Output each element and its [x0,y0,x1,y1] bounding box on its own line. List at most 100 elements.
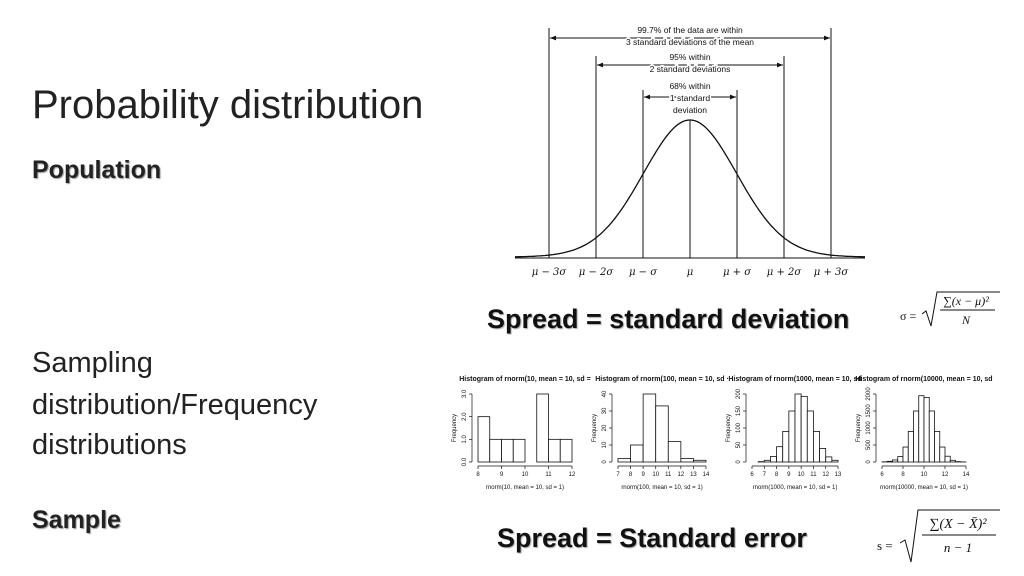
histogram-bar [693,459,707,463]
histogram: Histogram of rnorm(10000, mean = 10, sd r… [855,376,992,491]
histogram-title: Histogram of rnorm(10000, mean = 10, sd [855,376,992,383]
histogram-bar [477,416,491,463]
y-tick-label: 150 [736,405,742,416]
y-tick-label: 10 [602,441,608,448]
y-tick-label: 20 [602,424,608,431]
range-annotation: deviation [673,105,707,115]
histogram-bar [489,438,502,463]
slide-title: Probability distribution [32,83,423,127]
histogram-bar [770,456,777,463]
sampling-line: distributions [32,429,187,461]
y-tick-label: 1.0 [462,435,468,444]
histogram-bar [944,455,951,463]
x-tick-label: 12 [569,472,576,478]
x-axis-label: rnorm(10, mean = 10, sd = 1) [486,485,564,491]
sqrt-sign [899,509,1000,563]
histogram-bar [680,458,694,463]
x-tick-label: 8 [629,472,633,478]
x-tick-label: 13 [835,472,842,478]
y-tick-label: 2000 [866,387,872,401]
histogram-bar [548,438,561,463]
histogram-bar [831,459,839,463]
histogram-bar [902,446,909,463]
spread-se: Spread = Standard error [497,523,807,553]
histogram-title: Histogram of rnorm(100, mean = 10, sd · [595,376,729,383]
x-tick-label: 10 [798,472,805,478]
y-tick-label: 0 [866,460,872,464]
x-tick-label: 14 [703,472,710,478]
histogram-bar [655,405,669,463]
histogram-bar [939,446,946,463]
histogram-bar [923,396,930,463]
histogram-bar [892,459,899,463]
histogram: Histogram of rnorm(1000, mean = 10, sd rn… [726,376,862,491]
y-axis-label: Frequency [726,414,732,442]
y-tick-label: 1500 [866,404,872,418]
y-axis-label: Frequency [452,414,458,442]
histogram-bar [559,438,573,463]
x-tick-label: 11 [665,472,672,478]
y-tick-label: 50 [736,441,742,448]
x-axis-label: rnorm(1000, mean = 10, sd = 1) [753,485,838,491]
sigma-label: μ + 3σ [814,267,850,278]
histogram-bar [934,430,941,463]
range-annotation: 3 standard deviations of the mean [626,37,754,47]
x-tick-label: 14 [963,472,970,478]
x-tick-label: 7 [616,472,620,478]
histogram-bar [949,459,956,463]
histogram: Histogram of rnorm(100, mean = 10, sd · r… [592,376,729,491]
formula-numerator: ∑(X − X̄)² [929,517,987,532]
histogram-bar [907,430,914,463]
y-tick-label: 2.0 [462,412,468,421]
sampling-line: Sampling [32,347,153,379]
histogram-bar [782,430,790,463]
histogram-bar [763,459,771,463]
x-axis-label: rnorm(10000, mean = 10, sd = 1) [880,485,968,491]
sigma-label: μ + σ [723,267,752,278]
x-tick-label: 8 [775,472,779,478]
histogram-bar [913,410,920,463]
y-tick-label: 30 [602,407,608,414]
x-tick-label: 11 [810,472,817,478]
sigma-label: μ [687,267,694,278]
y-tick-label: 500 [866,439,872,450]
y-tick-label: 40 [602,390,608,397]
histogram-title: Histogram of rnorm(1000, mean = 10, sd [728,376,861,383]
formula-numerator: ∑(x − μ)² [943,294,989,308]
histogram-title: Histogram of rnorm(10, mean = 10, sd = [459,376,591,383]
histogram-bar [918,395,925,463]
x-tick-label: 11 [545,472,552,478]
x-tick-label: 6 [880,472,884,478]
y-axis-label: Frequency [856,414,862,442]
sampling-line: distribution/Frequency [32,389,318,421]
sigma-label: μ − 2σ [579,267,615,278]
x-axis-label: rnorm(100, mean = 10, sd = 1) [621,485,702,491]
histogram-bar [512,438,526,463]
x-tick-label: 9 [787,472,791,478]
histogram-bar [617,458,631,463]
histogram-bar [813,430,820,463]
x-tick-label: 9 [641,472,645,478]
sqrt-sign [921,291,1000,327]
histogram-bar [642,393,657,463]
formula-denominator: n − 1 [944,540,972,555]
y-tick-label: 200 [736,388,742,399]
y-tick-label: 3.0 [462,389,468,398]
x-tick-label: 7 [763,472,767,478]
range-annotation: 95% within [669,52,710,62]
x-tick-label: 10 [921,472,928,478]
histogram-bar [825,456,833,463]
x-tick-label: 12 [822,472,829,478]
histogram-bar [806,410,814,463]
histogram-bar [928,410,935,463]
x-tick-label: 10 [522,472,529,478]
histogram: Histogram of rnorm(10, mean = 10, sd = rn… [452,376,591,491]
range-annotation: 2 standard deviations [650,64,731,74]
histogram-bar [886,460,893,463]
formula-lhs: s = [877,538,893,553]
sigma-label: μ − 3σ [532,267,568,278]
y-tick-label: 0 [602,460,608,464]
